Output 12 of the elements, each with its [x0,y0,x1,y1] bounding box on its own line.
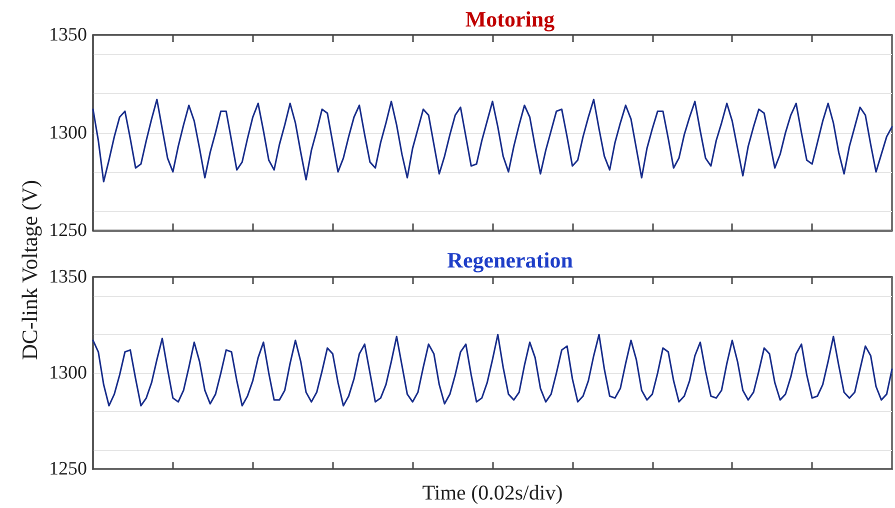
chart-title: Motoring [465,6,555,32]
line-series [92,334,893,407]
y-tick-label: 1250 [49,458,87,480]
line-series [92,98,893,182]
y-tick-label: 1350 [49,24,87,46]
y-tick-label: 1250 [49,220,87,241]
y-tick-label: 1350 [49,266,87,288]
chart-title: Regeneration [447,248,573,272]
y-tick-label: 1300 [49,122,87,144]
y-axis-title: DC-link Voltage (V) [17,180,43,360]
x-axis-title: Time (0.02s/div) [422,480,563,504]
y-tick-label: 1300 [49,362,87,384]
